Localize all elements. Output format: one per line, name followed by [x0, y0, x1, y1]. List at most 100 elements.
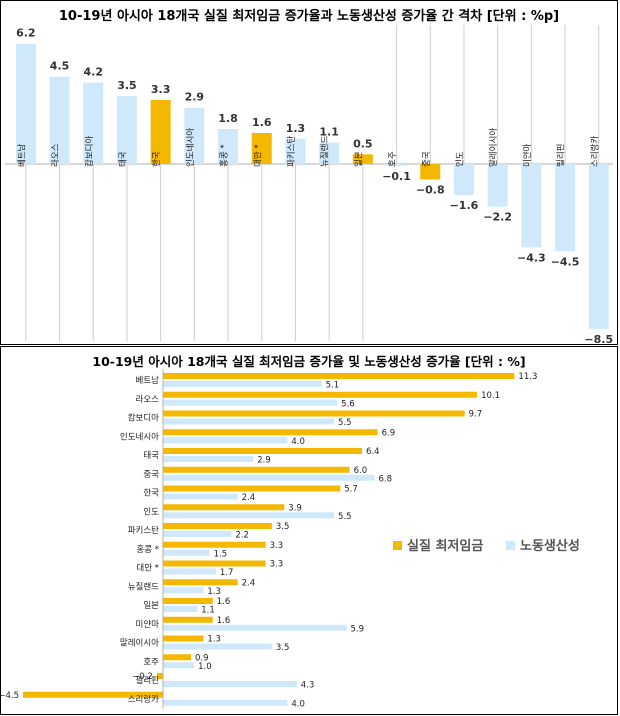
gap-value-label: 4.5	[50, 60, 70, 73]
min-wage-bar	[163, 504, 285, 511]
gap-category-label: 인도네시아	[185, 128, 196, 167]
productivity-bar	[163, 418, 335, 425]
min-wage-value-label: −0.2	[132, 672, 153, 682]
productivity-value-label: 5.5	[338, 512, 352, 522]
rates-category-label: 베트남	[136, 376, 160, 386]
rates-category-label: 캄보디아	[128, 413, 159, 424]
productivity-bar	[163, 662, 195, 669]
gap-chart-title: 10-19년 아시아 18개국 실질 최저임금 증가율과 노동생산성 증가율 간…	[58, 9, 560, 24]
gap-category-label: 태국	[118, 151, 128, 167]
gap-bar	[453, 164, 474, 196]
gap-value-label: −0.8	[416, 184, 445, 197]
gap-bar	[521, 164, 542, 248]
gap-value-label: 1.3	[286, 122, 306, 135]
gap-category-label: 파키스탄	[286, 136, 297, 167]
rates-category-label: 태국	[143, 451, 159, 461]
gap-bar	[116, 96, 137, 164]
min-wage-value-label: 1.3	[207, 635, 221, 645]
gap-category-label: 베트남	[17, 143, 27, 167]
gap-category-label: 미얀마	[522, 143, 533, 167]
min-wage-value-label: 11.3	[518, 372, 537, 382]
legend-label-min-wage: 실질 최저임금	[407, 538, 483, 554]
productivity-value-label: 1.0	[198, 662, 212, 672]
gap-bar	[15, 43, 36, 164]
productivity-value-label: 5.6	[341, 399, 355, 409]
productivity-bar	[163, 381, 322, 387]
rates-category-label: 인도	[143, 506, 159, 517]
gap-category-label: 말레이시아	[488, 128, 499, 167]
gap-value-label: −0.1	[382, 170, 411, 183]
productivity-value-label: 5.1	[326, 381, 340, 391]
min-wage-value-label: −4.5	[1, 691, 19, 701]
gap-chart-panel: 10-19년 아시아 18개국 실질 최저임금 증가율과 노동생산성 증가율 간…	[0, 0, 618, 346]
gap-category-label: 한국	[152, 151, 162, 167]
productivity-value-label: 5.9	[350, 624, 364, 634]
gap-value-label: −2.2	[483, 211, 512, 224]
productivity-bar	[163, 474, 375, 481]
productivity-value-label: 5.5	[338, 418, 352, 428]
productivity-bar	[163, 699, 288, 706]
min-wage-value-label: 0.9	[195, 653, 209, 663]
gap-bar	[555, 164, 576, 252]
gap-value-label: 1.1	[319, 126, 339, 139]
legend-swatch-min-wage	[393, 541, 402, 550]
min-wage-bar	[163, 579, 238, 586]
gap-value-label: 0.5	[353, 137, 373, 150]
min-wage-value-label: 10.1	[481, 391, 500, 401]
min-wage-value-label: 3.3	[270, 560, 284, 570]
legend-label-productivity: 노동생산성	[520, 538, 580, 554]
gap-value-label: 1.6	[252, 116, 272, 129]
min-wage-bar	[23, 691, 163, 698]
productivity-value-label: 2.9	[257, 456, 271, 466]
productivity-value-label: 1.1	[201, 606, 215, 616]
productivity-value-label: 4.0	[291, 699, 305, 709]
gap-chart-svg: 6.2 베트남 4.5 라오스 4.2 캄보디아 3.5 태국 3.3 한국 2.9 인도네시아 1.8…	[5, 25, 613, 346]
min-wage-value-label: 2.4	[242, 578, 256, 588]
productivity-value-label: 1.3	[207, 587, 221, 597]
rates-category-label: 인도네시아	[120, 431, 159, 442]
productivity-value-label: 1.7	[220, 568, 234, 578]
gap-bar	[352, 154, 373, 164]
min-wage-bar	[163, 391, 478, 398]
gap-value-label: −4.3	[517, 251, 546, 264]
productivity-value-label: 2.4	[242, 493, 256, 503]
gap-bar	[251, 132, 272, 164]
gap-value-label: 4.2	[84, 66, 104, 79]
min-wage-bar	[163, 635, 204, 642]
gap-bar	[184, 107, 205, 164]
min-wage-bar	[163, 410, 465, 417]
rates-category-label: 라오스	[136, 395, 160, 405]
productivity-bar	[163, 681, 297, 687]
min-wage-value-label: 1.6	[217, 597, 231, 607]
min-wage-bar	[163, 616, 213, 623]
gap-bar	[588, 164, 609, 329]
rates-category-label: 미얀마	[136, 619, 160, 630]
min-wage-bar	[163, 654, 191, 661]
min-wage-value-label: 5.7	[344, 485, 358, 495]
productivity-value-label: 2.2	[235, 531, 249, 541]
rates-category-label: 호주	[143, 657, 159, 667]
gap-category-label: 호주	[388, 151, 398, 167]
gap-value-label: −1.6	[450, 199, 479, 212]
gap-value-label: 6.2	[16, 27, 36, 40]
rates-category-label: 스리랑카	[128, 694, 159, 705]
rates-chart-title: 10-19년 아시아 18개국 실질 최저임금 증가율 및 노동생산성 증가율 …	[92, 354, 526, 369]
productivity-bar	[163, 456, 254, 462]
gap-category-label: 중국	[422, 151, 432, 167]
productivity-value-label: 4.0	[291, 437, 305, 447]
gap-value-label: 1.8	[218, 112, 238, 125]
productivity-bar	[163, 437, 288, 444]
min-wage-value-label: 3.9	[288, 503, 302, 513]
min-wage-value-label: 3.3	[270, 541, 284, 551]
productivity-bar	[163, 549, 210, 556]
gap-bar	[83, 82, 104, 164]
rates-category-label: 홍콩 *	[136, 544, 159, 555]
rates-category-label: 일본	[143, 601, 159, 611]
gap-category-label: 인도	[454, 151, 465, 167]
gap-bar	[386, 164, 407, 166]
rates-chart-panel: 10-19년 아시아 18개국 실질 최저임금 증가율 및 노동생산성 증가율 …	[0, 346, 618, 715]
gap-category-label: 일본	[354, 151, 364, 167]
min-wage-value-label: 3.5	[276, 522, 290, 532]
gap-category-label: 필리핀	[556, 144, 567, 167]
rates-category-label: 말레이시아	[120, 638, 159, 649]
